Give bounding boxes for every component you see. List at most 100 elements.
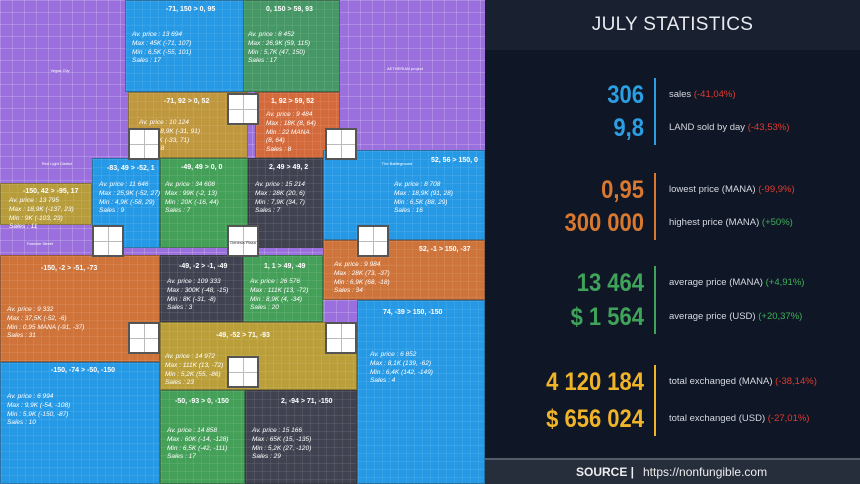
stats-panel: JULY STATISTICS 306 sales (-41,04%) 9,8 L… [485,0,860,484]
region-stat-line: Av. price : 11 646 [99,181,149,188]
stat-value: 0,95 [601,176,644,204]
stat-row: 306 sales (-41,04%) [485,80,860,110]
stat-label: total exchanged (USD) (-27,01%) [669,404,809,434]
region-stat-line: Max : 9,9K (-54, -108) [7,401,71,409]
region-stats: Av. price : 8 708 Max : 18,9K (91, 28) Min… [394,181,453,216]
region-stat-line: Av. price : 10 124 [139,119,189,126]
region-stats: Av. price : 9 332 Max : 37,5K (-52, -6) Mi… [7,306,84,341]
stat-label-text: average price (USD) [669,311,756,322]
region-stat-line: Av. price : 6 994 [7,393,54,400]
region-stat-line: Min : 8K (-31, -8) [167,295,216,303]
panel-title: JULY STATISTICS [485,0,860,50]
region-stat-line: Sales : 10 [7,419,36,427]
region-stat-line: Min : 5,9K (-150, -87) [7,410,69,418]
region-stat-line: Max : 28K (73, -37) [334,269,390,277]
region-stat-line: (8, 64) [266,137,285,145]
region-stat-line: Min : 9K (-103, 23) [9,214,63,222]
stat-change: (-38,14%) [775,376,817,387]
region-stats: Av. price : 13 694 Max : 45K (-71, 107) Mi… [132,31,191,66]
region-coords: -150, -74 > -50, -150 [51,367,116,374]
source-label: SOURCE | [576,465,635,479]
region-stat-line: Av. price : 14 858 [167,427,217,434]
stat-label: highest price (MANA) (+50%) [669,208,793,238]
region-coords: -83, 49 > -52, 1 [107,165,155,172]
region-coords: -71, 92 > 0, 52 [164,98,210,105]
stat-label: lowest price (MANA) (-99,9%) [669,175,795,205]
stat-value: $ 1 564 [570,303,644,331]
map-region: -150, 42 > -95, 17 Av. price : 13 795 Max … [0,183,92,230]
group-divider [654,365,656,436]
region-stat-line: Sales : 29 [252,453,281,461]
region-stats: Av. price : 14 858 Max : 60K (-14, -128) M… [167,427,228,462]
region-stat-line: Av. price : 26 576 [250,278,300,285]
map-region: 2, -94 > 71, -150 Av. price : 15 166 Max :… [245,390,357,484]
region-stats: Av. price : 15 166 Max : 65K (15, -135) Mi… [252,427,311,462]
region-stats: Av. price : 26 576 Max : 111K (13, -72) Mi… [250,278,308,313]
region-stat-line: Min : 22 MANA [266,128,310,136]
stat-label: average price (USD) (+20,37%) [669,302,802,332]
region-stat-line: Max : 60K (-14, -128) [167,435,229,443]
region-coords: 1, 92 > 59, 52 [271,98,315,105]
region-stat-line: Av. price : 109 333 [167,278,221,285]
region-stats: Av. price : 9 984 Max : 28K (73, -37) Min … [334,261,390,296]
plaza-tile [128,322,160,354]
plaza-tile [92,225,124,257]
region-coords: -50, -93 > 0, -150 [175,398,229,405]
region-stats: Av. price : 15 214 Max : 28K (20, 6) Min :… [255,181,305,216]
stat-value: 300 000 [564,209,644,237]
stat-change: (-99,9%) [758,184,795,195]
plaza-tile [227,93,259,125]
region-stat-line: Min : 4,9K (-58, 29) [99,198,155,206]
stat-label-text: LAND sold by day [669,122,746,133]
map-region: 52, -1 > 150, -37 Av. price : 9 984 Max : … [323,240,485,300]
stat-label: LAND sold by day (-43,53%) [669,113,789,143]
region-stat-line: Sales : 11 [9,223,38,231]
stat-row: 0,95 lowest price (MANA) (-99,9%) [485,175,860,205]
stat-change: (+20,37%) [758,311,803,322]
region-stat-line: Max : 300K (-48, -15) [167,286,229,294]
map-region: 0, 150 > 59, 93 Av. price : 8 452 Max : 26… [243,0,340,92]
stat-label-text: lowest price (MANA) [669,184,756,195]
source-link[interactable]: https://nonfungible.com [643,465,768,479]
stat-row: 9,8 LAND sold by day (-43,53%) [485,113,860,143]
region-stat-line: Av. price : 9 984 [334,261,381,268]
stat-row: 13 464 average price (MANA) (+4,91%) [485,268,860,298]
group-divider [654,266,656,334]
region-stat-line: Min : 6,4K (142, -149) [370,368,433,376]
stat-label: average price (MANA) (+4,91%) [669,268,804,298]
stat-value: 306 [607,81,644,109]
region-stat-line: Av. price : 13 694 [132,31,182,38]
region-stat-line: Max : 18,9K (-31, 91) [139,127,201,135]
group-divider [654,173,656,240]
stat-row: 300 000 highest price (MANA) (+50%) [485,208,860,238]
region-stat-line: Max : 25,9K (-52, 27) [99,189,161,197]
region-coords: -150, -2 > -51, -73 [41,265,98,272]
region-stat-line: Min : 6,5K (88, 29) [394,198,448,206]
plaza-tile [325,128,357,160]
region-stat-line: Max : 111K (13, -72) [165,361,224,369]
map-region: -83, 49 > -52, 1 Av. price : 11 646 Max : … [92,158,160,248]
region-stats: Av. price : 6 852 Max : 8,1K (139, -62) Mi… [370,351,433,386]
region-stat-line: Min : 8,9K (4, -34) [250,295,303,303]
region-stat-line: Max : 65K (15, -135) [252,435,312,443]
map-region: -71, 150 > 0, 95 Av. price : 13 694 Max : … [125,0,245,92]
region-stat-line: Av. price : 8 708 [394,181,441,188]
region-coords: 0, 150 > 59, 93 [266,6,313,13]
region-stats: Av. price : 34 608 Max : 99K (-2, 13) Min … [165,181,219,216]
region-stat-line: Sales : 16 [394,207,423,215]
plaza-tile [325,322,357,354]
region-stat-line: Min : 6,5K (-42, -111) [167,444,228,452]
region-stat-line: Sales : 34 [334,287,363,295]
region-stat-line: Sales : 17 [132,57,161,65]
map-region: 2, 49 > 49, 2 Av. price : 15 214 Max : 28K… [248,158,323,248]
region-coords: 74, -39 > 150, -150 [383,309,443,316]
map-region: -49, -2 > -1, -49 Av. price : 109 333 Max … [160,255,243,322]
district-label: Vegas City [50,68,70,73]
region-stat-line: Av. price : 34 608 [165,181,215,188]
plaza-tile [227,356,259,388]
region-stat-line: Av. price : 6 852 [370,351,417,358]
plaza-tile [357,225,389,257]
stat-label-text: sales [669,89,692,100]
region-stat-line: Sales : 7 [255,207,281,215]
region-stats: Av. price : 11 646 Max : 25,9K (-52, 27) M… [99,181,160,216]
